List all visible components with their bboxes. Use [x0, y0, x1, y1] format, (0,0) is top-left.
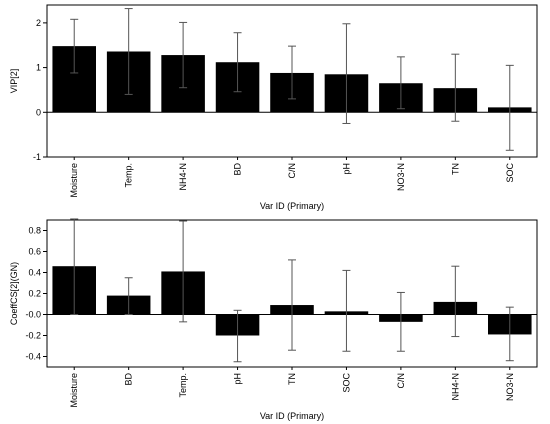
vip-chart: -1 0 1 2 VIP[2] Moisture Temp. NH4-N BD C/N pH NO3-…: [9, 4, 538, 211]
vip-chart-panel: -1 0 1 2 VIP[2] Moisture Temp. NH4-N BD C/N pH NO3-…: [9, 4, 538, 211]
coeff-chart: -0.4 -0.2 -0.0 0.2 0.4 0.6 0.8 CoeffCS[2](GN) Mo…: [9, 218, 538, 421]
category-label: Moisture: [69, 163, 79, 198]
y-tick-label: 0.2: [28, 289, 41, 299]
category-label: NO3-N: [505, 373, 515, 401]
category-label: Moisture: [69, 373, 79, 408]
y-tick-label: -0.2: [25, 331, 41, 341]
category-label: NH4-N: [178, 163, 188, 191]
y-tick-label: 2: [36, 18, 41, 28]
category-label: pH: [341, 163, 351, 175]
y-tick-label: 0.4: [28, 268, 41, 278]
category-label: BD: [233, 163, 243, 176]
y-tick-label: 0: [36, 107, 41, 117]
y-axis-title: VIP[2]: [9, 69, 19, 94]
x-axis-title: Var ID (Primary): [260, 411, 324, 421]
category-label: pH: [233, 373, 243, 385]
category-label: NH4-N: [450, 373, 460, 401]
y-tick-label: -1: [33, 152, 41, 162]
y-axis-title: CoeffCS[2](GN): [9, 262, 19, 325]
y-tick-label: 0.8: [28, 226, 41, 236]
category-label: NO3-N: [396, 163, 406, 191]
category-label: C/N: [287, 163, 297, 179]
category-label: SOC: [505, 163, 515, 183]
category-label: TN: [287, 373, 297, 385]
category-label: Temp.: [124, 163, 134, 188]
coeff-chart-panel: -0.4 -0.2 -0.0 0.2 0.4 0.6 0.8 CoeffCS[2](GN) Mo…: [0, 212, 550, 424]
y-tick-label: 1: [36, 63, 41, 73]
y-tick-label: 0.6: [28, 247, 41, 257]
category-label: TN: [450, 163, 460, 175]
category-label: C/N: [396, 373, 406, 389]
y-tick-label: -0.4: [25, 352, 41, 362]
category-label: SOC: [341, 373, 351, 393]
y-tick-label: -0.0: [25, 310, 41, 320]
category-label: Temp.: [178, 373, 188, 398]
category-label: BD: [124, 373, 134, 386]
x-axis-title: Var ID (Primary): [260, 201, 324, 211]
